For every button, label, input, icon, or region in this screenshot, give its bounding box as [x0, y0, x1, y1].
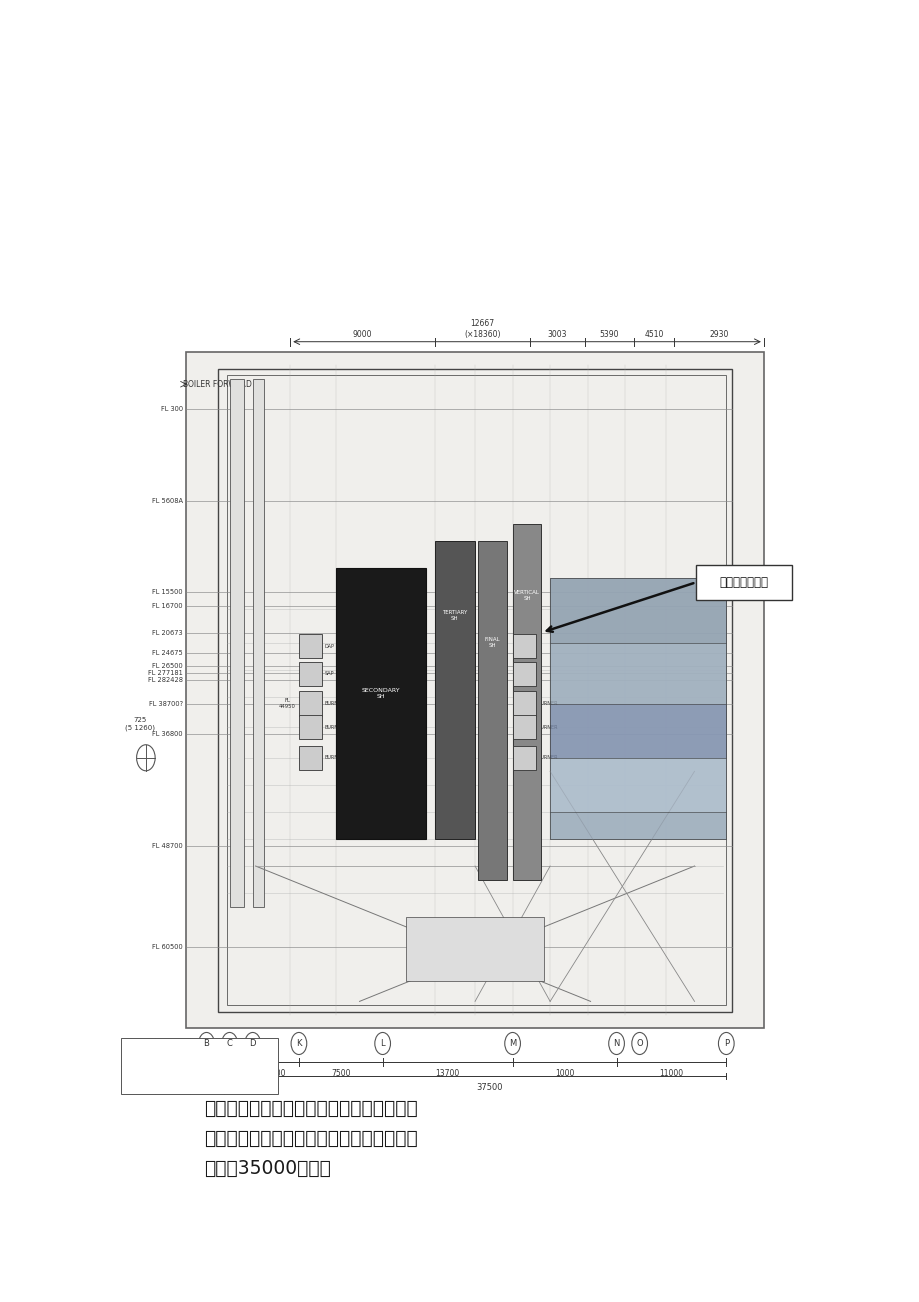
Text: D: D [249, 1039, 255, 1048]
Text: 4510: 4510 [643, 329, 664, 339]
Text: 9000: 9000 [352, 329, 372, 339]
Text: S.Kow: S.Kow [199, 1075, 214, 1081]
Bar [299, 634, 322, 659]
Text: BURNER: BURNER [323, 755, 345, 760]
Text: FL 38700?: FL 38700? [149, 700, 183, 707]
Bar [226, 375, 725, 1005]
Text: COAL
BURNER: COAL BURNER [464, 931, 485, 941]
Text: ISSUED FOR
CONSTRUCTION: ISSUED FOR CONSTRUCTION [231, 1073, 270, 1083]
Text: FL 5608A: FL 5608A [152, 497, 183, 504]
Bar [120, 1039, 278, 1094]
Bar [230, 379, 244, 906]
Bar [512, 691, 535, 716]
Text: 子附近的管子上也多处发现有周向、细小的: 子附近的管子上也多处发现有周向、细小的 [204, 1099, 417, 1117]
Text: 1990: 1990 [131, 1085, 144, 1090]
Bar [336, 568, 425, 838]
Text: 裂纹。该台机组发生爆管事故时累计运行小: 裂纹。该台机组发生爆管事故时累计运行小 [204, 1129, 417, 1148]
Text: BURNER: BURNER [538, 700, 558, 706]
Text: SAP: SAP [323, 672, 334, 676]
Text: FL 36800: FL 36800 [152, 732, 183, 737]
Text: 时数为35000小时。: 时数为35000小时。 [204, 1159, 331, 1178]
Bar [218, 368, 732, 1012]
Text: FL 48700: FL 48700 [152, 842, 183, 849]
Text: D: D [204, 1049, 210, 1055]
Bar [550, 578, 725, 643]
Text: 37500: 37500 [476, 1082, 502, 1091]
Text: TERTIARY
SH: TERTIARY SH [442, 611, 467, 621]
Text: 5300: 5300 [266, 1069, 285, 1078]
Text: 1000: 1000 [554, 1069, 573, 1078]
Text: O: O [636, 1039, 642, 1048]
Bar [405, 917, 544, 982]
Text: BURNER: BURNER [538, 725, 558, 730]
Text: FL 26500: FL 26500 [152, 664, 183, 669]
Text: BOILER FORWARD: BOILER FORWARD [183, 380, 251, 389]
Bar [299, 691, 322, 716]
Text: 2930: 2930 [709, 329, 728, 339]
Bar [512, 525, 541, 880]
Text: 水冷壁管爆管位: 水冷壁管爆管位 [719, 575, 768, 589]
Text: 3x13: 3x13 [299, 713, 312, 719]
Bar [550, 578, 725, 838]
Text: FL 60500: FL 60500 [152, 944, 183, 950]
Bar [299, 715, 322, 740]
Bar [550, 703, 725, 758]
Bar [512, 661, 535, 686]
Text: FL
44950: FL 44950 [278, 698, 296, 710]
Text: FL 15500: FL 15500 [152, 589, 183, 595]
Text: 7500: 7500 [331, 1069, 350, 1078]
Bar [434, 542, 474, 838]
Text: ISSUED: ISSUED [238, 1049, 264, 1055]
Bar [299, 661, 322, 686]
Bar [550, 758, 725, 812]
Bar [512, 634, 535, 659]
Text: 13700: 13700 [435, 1069, 460, 1078]
Text: B: B [203, 1039, 210, 1048]
Text: FINAL
SH: FINAL SH [484, 637, 500, 648]
Text: FL 20673: FL 20673 [152, 630, 183, 635]
Text: M: M [508, 1039, 516, 1048]
Text: 1890: 1890 [131, 1075, 144, 1081]
Text: B: B [135, 1049, 141, 1055]
Bar [696, 565, 791, 600]
Text: 12667
(×18360): 12667 (×18360) [463, 319, 500, 339]
Bar [253, 379, 264, 906]
Text: Aug 16: Aug 16 [164, 1075, 181, 1081]
Text: FL 24675: FL 24675 [152, 650, 183, 656]
Text: BURNER: BURNER [323, 725, 345, 730]
Text: C: C [170, 1049, 175, 1055]
Text: May 16: May 16 [164, 1085, 181, 1090]
Bar [512, 715, 535, 740]
Bar [299, 746, 322, 769]
Text: 3003: 3003 [547, 329, 566, 339]
Text: BURNER: BURNER [538, 755, 558, 760]
Text: N: N [613, 1039, 619, 1048]
Bar [512, 746, 535, 769]
Text: FL 16700: FL 16700 [152, 603, 183, 608]
Text: L: L [380, 1039, 384, 1048]
Bar [186, 352, 763, 1029]
Text: FL 277181: FL 277181 [148, 671, 183, 676]
Bar [550, 812, 725, 838]
Bar [478, 542, 506, 880]
Text: SECONDARY
SH: SECONDARY SH [361, 689, 400, 699]
Text: BURNER: BURNER [323, 700, 345, 706]
Bar [550, 643, 725, 703]
Text: VERTICAL
SH: VERTICAL SH [514, 590, 539, 600]
Text: C: C [226, 1039, 233, 1048]
Text: DAP: DAP [323, 643, 334, 648]
Text: 725
(5 1260): 725 (5 1260) [125, 717, 155, 730]
Text: 5390: 5390 [599, 329, 618, 339]
Text: P: P [723, 1039, 728, 1048]
Text: FL 300: FL 300 [161, 406, 183, 413]
Text: FL 282428: FL 282428 [148, 677, 183, 684]
Text: 11000: 11000 [659, 1069, 683, 1078]
Text: K: K [296, 1039, 301, 1048]
